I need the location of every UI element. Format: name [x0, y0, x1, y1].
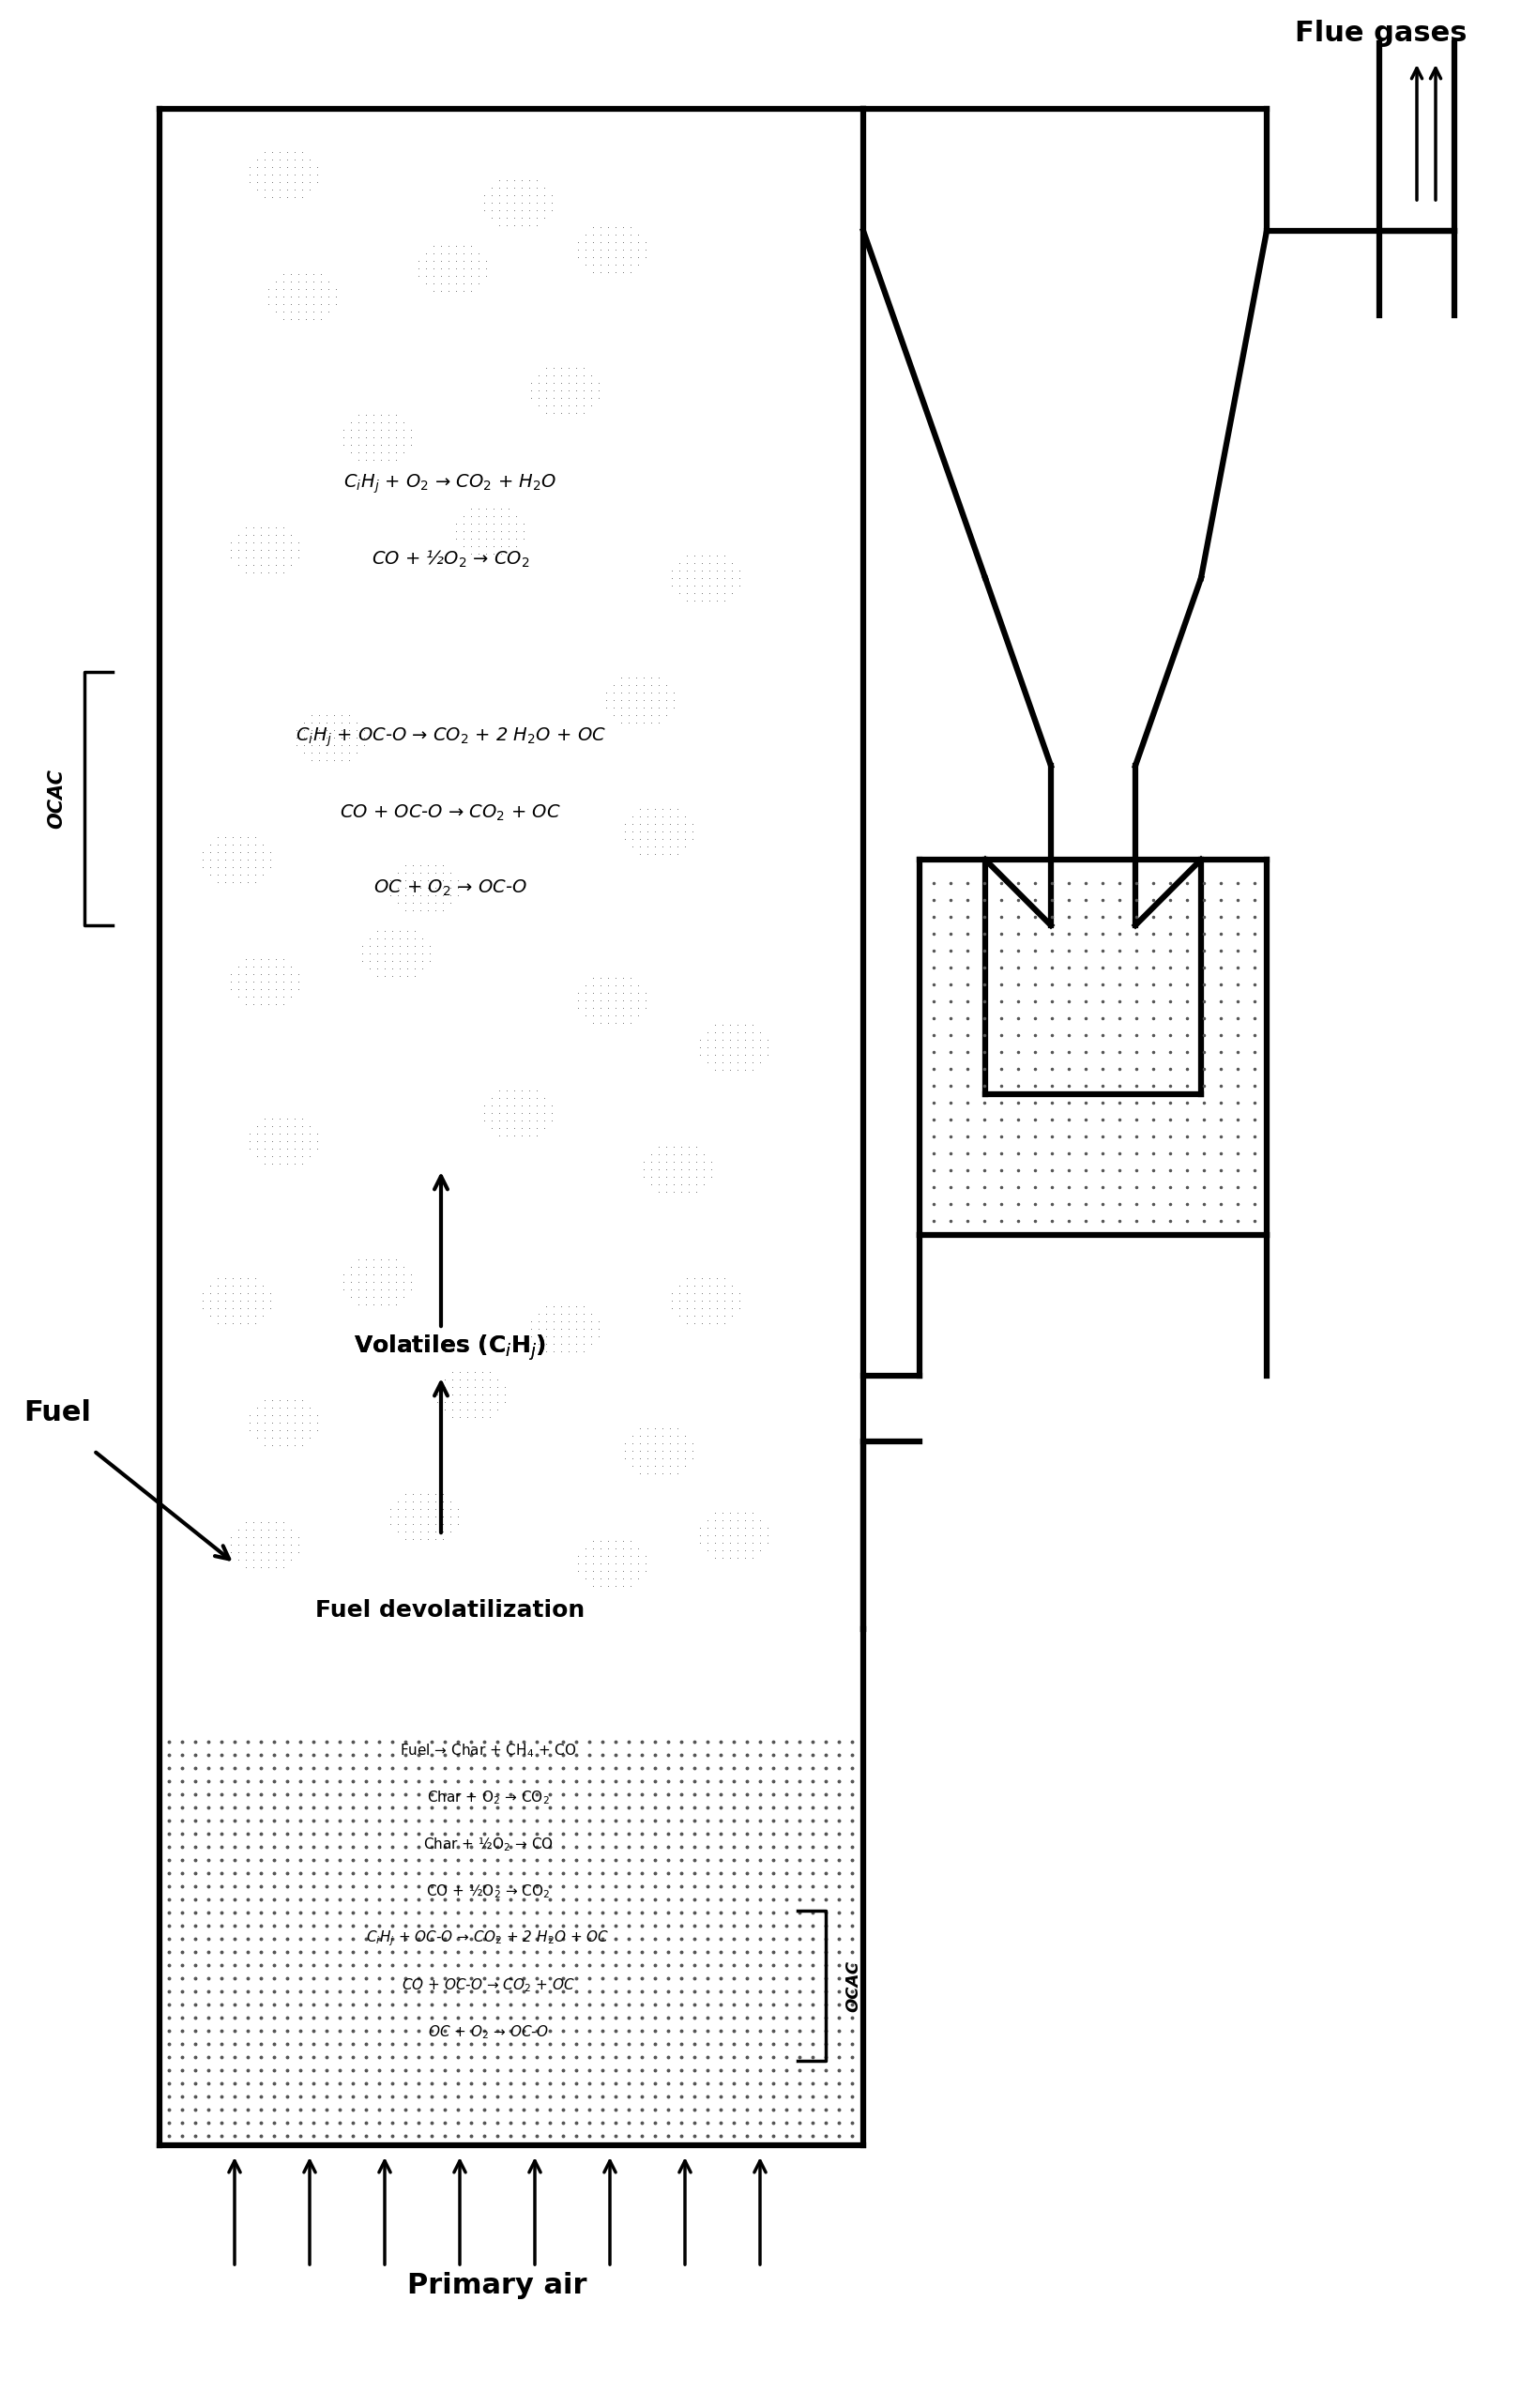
Bar — [920, 860, 1267, 1235]
Text: CO + OC-O → CO$_2$ + OC: CO + OC-O → CO$_2$ + OC — [402, 1977, 575, 1994]
Text: OCAC: OCAC — [844, 1960, 861, 2011]
Text: OCAC: OCAC — [47, 768, 65, 828]
Text: Char + O$_2$ → CO$_2$: Char + O$_2$ → CO$_2$ — [426, 1789, 549, 1806]
Text: Fuel: Fuel — [23, 1399, 91, 1428]
Text: OC + O$_2$ → OC-O: OC + O$_2$ → OC-O — [374, 879, 528, 898]
Bar — [160, 1731, 864, 2146]
Text: Flue gases: Flue gases — [1294, 19, 1468, 48]
Text: Primary air: Primary air — [408, 2273, 587, 2300]
Text: Volatiles (C$_i$H$_j$): Volatiles (C$_i$H$_j$) — [354, 1332, 546, 1363]
Text: Fuel devolatilization: Fuel devolatilization — [316, 1599, 586, 1621]
Text: C$_i$H$_j$ + OC-O → CO$_2$ + 2 H$_2$O + OC: C$_i$H$_j$ + OC-O → CO$_2$ + 2 H$_2$O + … — [367, 1929, 610, 1948]
Text: CO + ½O$_2$ → CO$_2$: CO + ½O$_2$ → CO$_2$ — [371, 549, 529, 571]
Text: C$_i$H$_j$ + OC-O → CO$_2$ + 2 H$_2$O + OC: C$_i$H$_j$ + OC-O → CO$_2$ + 2 H$_2$O + … — [295, 727, 605, 749]
Text: CO + ½O$_2$ → CO$_2$: CO + ½O$_2$ → CO$_2$ — [426, 1883, 551, 1900]
Text: C$_i$H$_j$ + O$_2$ → CO$_2$ + H$_2$O: C$_i$H$_j$ + O$_2$ → CO$_2$ + H$_2$O — [344, 472, 557, 496]
Text: Char + ½O$_2$ → CO: Char + ½O$_2$ → CO — [423, 1837, 554, 1854]
Text: OC + O$_2$ → OC-O: OC + O$_2$ → OC-O — [427, 2023, 548, 2042]
Text: CO + OC-O → CO$_2$ + OC: CO + OC-O → CO$_2$ + OC — [339, 802, 561, 824]
Text: Volatiles (C$_i$H$_j$): Volatiles (C$_i$H$_j$) — [354, 1332, 546, 1363]
Text: Fuel → Char + CH$_4$ + CO: Fuel → Char + CH$_4$ + CO — [400, 1743, 576, 1760]
